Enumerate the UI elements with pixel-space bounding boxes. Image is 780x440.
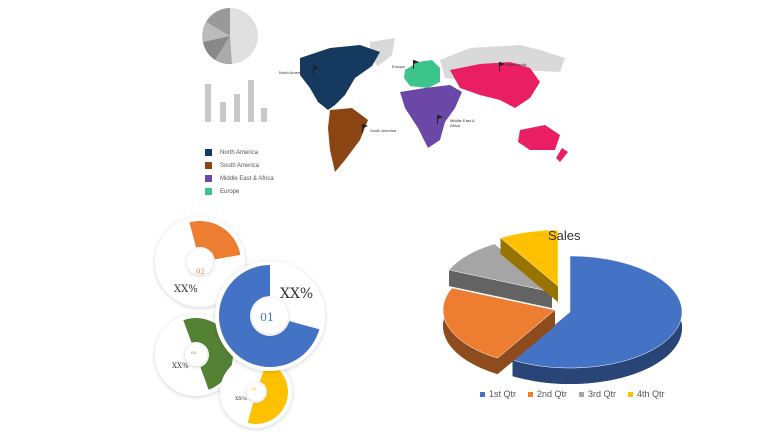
legend-swatch [205, 188, 212, 195]
ring-item-02 [155, 217, 245, 307]
ring-center [247, 383, 265, 401]
legend-item: South America [205, 159, 274, 172]
item-1-number: 01 [260, 311, 274, 324]
map-label-asia-pacific: Asia Pacific [506, 62, 527, 67]
ring-item-03 [155, 314, 237, 396]
item-4-number: 04 [251, 386, 257, 391]
item-1-value: XX% [280, 286, 314, 302]
region-north-america [300, 45, 380, 110]
world-map [300, 38, 568, 172]
legend-item: North America [205, 146, 274, 159]
pie-slice-3rd-qtr [448, 243, 553, 308]
map-label-mea: Middle East & Africa [450, 118, 475, 128]
map-label-south-america: South America [370, 128, 397, 133]
item-4-value: XX% [235, 396, 247, 402]
chart-legend: 1st Qtr 2nd Qtr 3rd Qtr 4th Qtr [480, 389, 665, 399]
map-label-europe: Europe [392, 64, 405, 69]
item-2-number: 02 [196, 268, 205, 276]
region-asia-pacific [450, 62, 540, 108]
flag-icon [438, 115, 443, 119]
legend-item-q2: 2nd Qtr [528, 389, 567, 399]
ring-item-04 [220, 356, 292, 428]
flag-icon [500, 62, 505, 66]
decorative-pie-icon [202, 8, 258, 65]
legend-item: Europe [205, 185, 274, 198]
pie-slice-2nd-qtr [442, 287, 556, 375]
legend-item: Middle East & Africa [205, 172, 274, 185]
region-south-america [328, 108, 368, 172]
map-label-north-america: North America [279, 70, 305, 75]
legend-item-q4: 4th Qtr [628, 389, 665, 399]
ring-wedge [247, 361, 289, 425]
pie-slice-4th-qtr [500, 229, 559, 302]
ring-center [252, 298, 288, 334]
new-zealand [556, 148, 568, 162]
ring-center [185, 344, 207, 366]
chart-title: Sales [548, 228, 581, 243]
ring-item-01 [215, 261, 325, 371]
item-3-value: XX% [172, 362, 189, 370]
flag-icon [314, 66, 319, 70]
australia [518, 125, 560, 150]
decorative-bar-chart-icon [205, 80, 267, 122]
sales-pie-chart [442, 229, 683, 384]
legend-item-q3: 3rd Qtr [579, 389, 616, 399]
item-2-value: XX% [174, 284, 198, 295]
ring-center [187, 249, 213, 275]
region-mea [400, 85, 462, 148]
map-legend: North America South America Middle East … [205, 146, 274, 198]
legend-swatch [205, 162, 212, 169]
region-europe [404, 60, 440, 88]
legend-swatch [205, 149, 212, 156]
legend-swatch [205, 175, 212, 182]
ring-wedge [189, 220, 241, 260]
legend-item-q1: 1st Qtr [480, 389, 516, 399]
flag-icon [414, 60, 419, 64]
ring-wedge [218, 265, 320, 368]
greenland [370, 38, 395, 66]
pie-slice-1st-qtr [512, 255, 683, 384]
flag-icon [363, 124, 368, 128]
item-3-number: 03 [191, 350, 197, 355]
